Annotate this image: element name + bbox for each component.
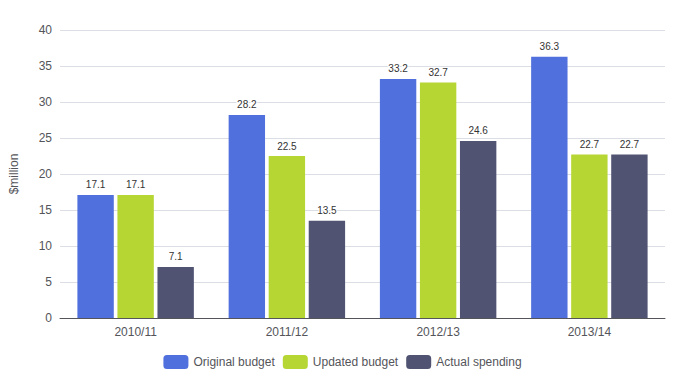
svg-text:0: 0 — [45, 311, 52, 325]
svg-text:24.6: 24.6 — [468, 125, 488, 136]
svg-text:33.2: 33.2 — [388, 63, 408, 74]
svg-text:Actual spending: Actual spending — [436, 355, 521, 369]
svg-text:$million: $million — [7, 154, 21, 195]
svg-text:40: 40 — [39, 23, 53, 37]
svg-text:30: 30 — [39, 95, 53, 109]
svg-text:17.1: 17.1 — [86, 179, 106, 190]
svg-text:5: 5 — [45, 275, 52, 289]
svg-text:Updated budget: Updated budget — [313, 355, 399, 369]
svg-text:25: 25 — [39, 131, 53, 145]
svg-text:36.3: 36.3 — [540, 41, 560, 52]
svg-text:22.7: 22.7 — [580, 139, 600, 150]
svg-text:28.2: 28.2 — [237, 99, 257, 110]
svg-text:10: 10 — [39, 239, 53, 253]
svg-text:2011/12: 2011/12 — [266, 325, 309, 339]
svg-text:2013/14: 2013/14 — [568, 325, 612, 339]
svg-text:2012/13: 2012/13 — [416, 325, 460, 339]
svg-text:22.7: 22.7 — [620, 139, 640, 150]
svg-text:13.5: 13.5 — [317, 205, 337, 216]
svg-text:2010/11: 2010/11 — [114, 325, 157, 339]
svg-text:32.7: 32.7 — [428, 67, 448, 78]
svg-text:35: 35 — [39, 59, 53, 73]
svg-text:17.1: 17.1 — [126, 179, 146, 190]
svg-text:22.5: 22.5 — [277, 141, 297, 152]
svg-text:Original budget: Original budget — [193, 355, 275, 369]
svg-text:15: 15 — [39, 203, 53, 217]
svg-text:20: 20 — [39, 167, 53, 181]
svg-text:7.1: 7.1 — [169, 251, 183, 262]
